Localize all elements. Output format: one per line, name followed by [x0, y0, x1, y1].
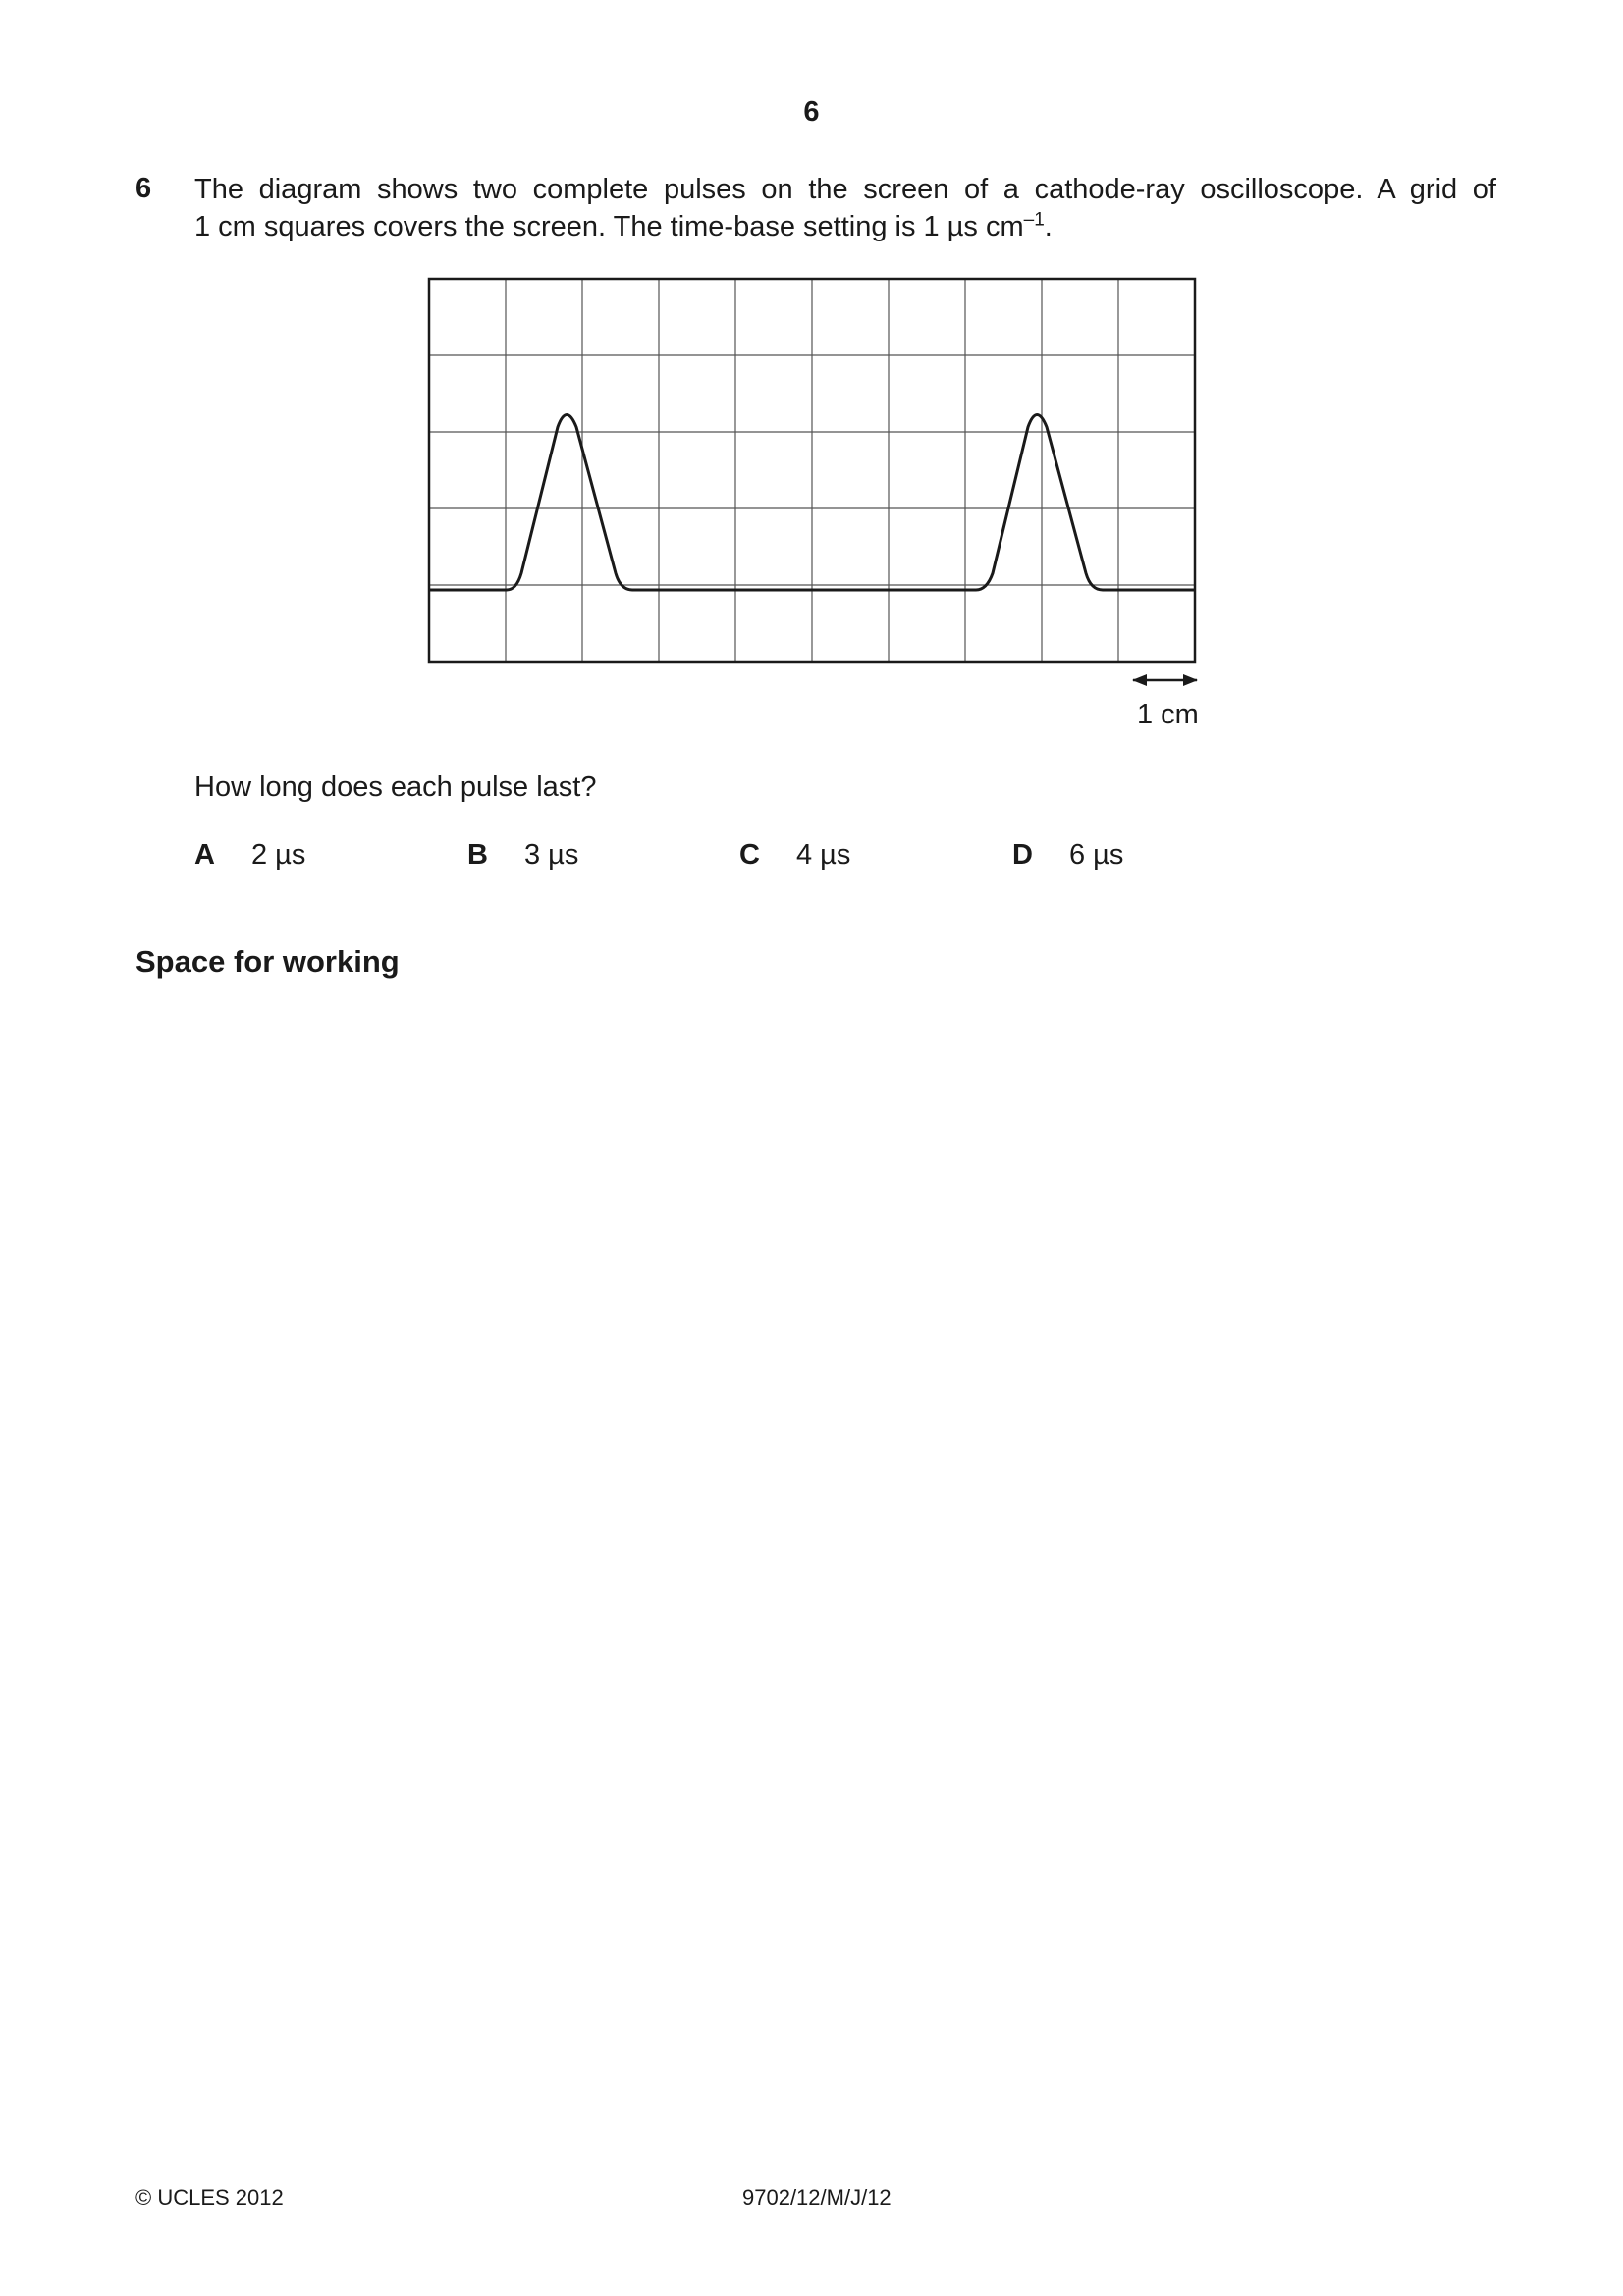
option-letter: C [739, 839, 796, 872]
question-number: 6 [135, 173, 151, 205]
question-prompt: How long does each pulse last? [194, 772, 596, 804]
oscilloscope-screen [412, 265, 1217, 736]
option-letter: A [194, 839, 251, 872]
option-value: 6 µs [1069, 839, 1123, 871]
footer-copyright: © UCLES 2012 [135, 2185, 284, 2211]
scale-arrow [1132, 674, 1198, 686]
question-text: The diagram shows two complete pulses on… [194, 171, 1496, 245]
option-letter: B [467, 839, 524, 872]
option-value: 2 µs [251, 839, 305, 871]
question-text-line-2-main: 1 cm squares covers the screen. The time… [194, 211, 1024, 242]
oscilloscope-diagram [412, 265, 1217, 736]
scale-label: 1 cm [1137, 699, 1199, 731]
footer-paper-code: 9702/12/M/J/12 [742, 2185, 892, 2211]
option-value: 4 µs [796, 839, 850, 871]
option-letter: D [1012, 839, 1069, 872]
question-text-line-1: The diagram shows two complete pulses on… [194, 171, 1496, 208]
question-text-line-2: 1 cm squares covers the screen. The time… [194, 208, 1496, 245]
unit-superscript: –1 [1024, 209, 1045, 230]
page-number: 6 [0, 96, 1623, 129]
oscilloscope-grid [429, 279, 1195, 662]
option-value: 3 µs [524, 839, 578, 871]
question-text-line-2-end: . [1045, 211, 1053, 242]
working-space-label: Space for working [135, 944, 400, 980]
